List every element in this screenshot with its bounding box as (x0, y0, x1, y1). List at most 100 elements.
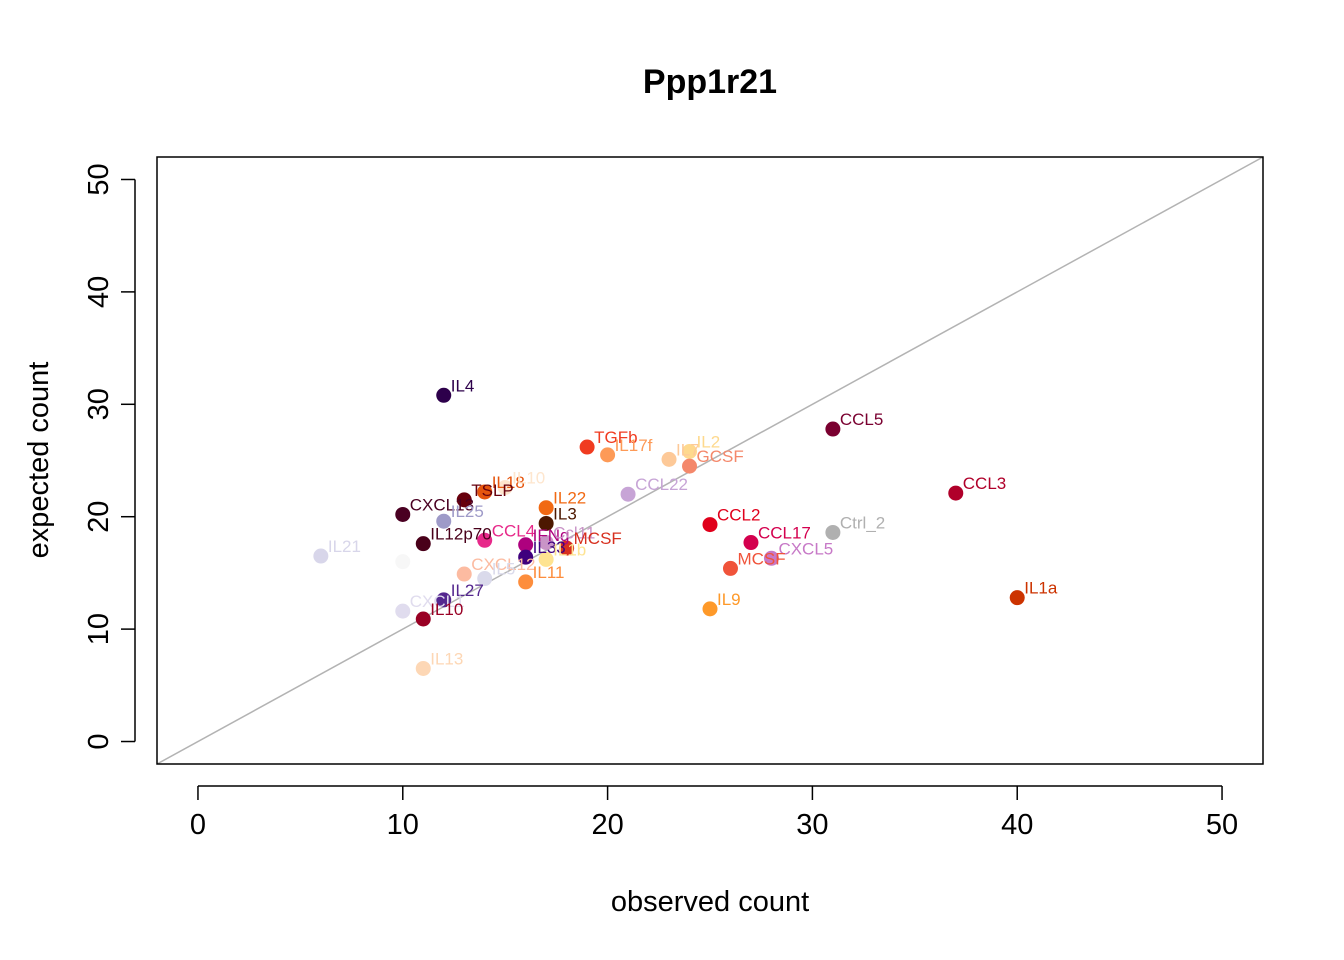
data-point (538, 500, 554, 516)
point-label: CCL5 (840, 410, 883, 429)
point-label: CCL17 (758, 524, 811, 543)
data-point (559, 540, 575, 556)
y-tick-label: 10 (83, 613, 115, 645)
point-label: IL2 (697, 433, 721, 452)
point-label: CCL22 (635, 475, 688, 494)
point-label: CCL2 (717, 506, 760, 525)
data-point (395, 603, 411, 619)
y-tick-label: 0 (83, 733, 115, 749)
data-point (702, 601, 718, 617)
point-label: IL1a (1024, 579, 1058, 598)
point-label: Ctrl_2 (840, 513, 885, 532)
data-point (518, 574, 534, 590)
data-point (477, 571, 493, 587)
y-tick-label: 30 (83, 388, 115, 420)
x-tick-label: 40 (1001, 809, 1033, 841)
data-point (415, 660, 431, 676)
data-point (436, 592, 452, 608)
points-layer (313, 387, 1025, 676)
data-point (518, 537, 534, 553)
point-label: GCSF (697, 447, 744, 466)
data-point (743, 535, 759, 551)
data-point (825, 524, 841, 540)
point-label: MCSF (737, 549, 785, 568)
data-point (415, 611, 431, 627)
data-point (579, 439, 595, 455)
data-point (415, 536, 431, 552)
point-label: IL10 (512, 468, 545, 487)
data-point (538, 515, 554, 531)
point-label: CXCL13 (410, 495, 474, 514)
point-label: IL12p70 (430, 525, 491, 544)
point-label: Ccl11 (553, 524, 595, 543)
data-point (538, 535, 554, 551)
point-label: IL9 (717, 590, 741, 609)
data-point (395, 554, 411, 570)
point-label: IL25 (451, 502, 484, 521)
data-point (436, 513, 452, 529)
plot-frame (156, 156, 1264, 765)
data-point (477, 532, 493, 548)
data-point (948, 485, 964, 501)
data-point (477, 484, 493, 500)
point-label: IL18 (492, 473, 525, 492)
y-axis: 0 10 20 30 40 50 (83, 163, 136, 750)
point-label: CCL4 (492, 521, 535, 540)
y-axis-label: expected count (23, 362, 55, 559)
data-point (600, 447, 616, 463)
data-point (1009, 590, 1025, 606)
x-tick-label: 0 (190, 809, 206, 841)
point-label: IL7 (676, 440, 700, 459)
point-label: IFNg (533, 526, 570, 545)
point-label: MCSF (574, 529, 622, 548)
data-point (763, 550, 779, 566)
data-point (313, 548, 329, 564)
y-tick-label: 40 (83, 276, 115, 308)
data-point (395, 506, 411, 522)
x-axis: 0 10 20 30 40 50 (190, 785, 1238, 841)
point-label: CXCL12 (471, 555, 535, 574)
chart-title: Ppp1r21 (643, 63, 777, 101)
y-tick-label: 50 (83, 163, 115, 195)
data-point (436, 387, 452, 403)
data-point (456, 492, 472, 508)
point-label: IL33 (533, 538, 566, 557)
point-label: IL3 (553, 504, 577, 523)
data-point (682, 458, 698, 474)
x-tick-label: 20 (591, 809, 623, 841)
point-label: IL22 (553, 489, 586, 508)
data-point (682, 444, 698, 460)
data-point (661, 451, 677, 467)
x-tick-label: 50 (1206, 809, 1238, 841)
data-point (702, 517, 718, 533)
point-label: CCL3 (963, 474, 1006, 493)
data-point (722, 560, 738, 576)
x-axis-label: observed count (611, 886, 809, 918)
data-point (825, 421, 841, 437)
point-label: IL13 (430, 649, 463, 668)
point-label: IL5 (492, 560, 516, 579)
point-label: IL11 (533, 563, 565, 582)
y-tick-label: 20 (83, 501, 115, 533)
point-label: IL27 (451, 581, 484, 600)
point-label: TGFb (594, 428, 637, 447)
data-point (538, 551, 554, 567)
point-label: TSLP (471, 481, 514, 500)
point-label: IL1b (553, 540, 586, 559)
data-point (518, 549, 534, 565)
reference-line-layer (156, 156, 1264, 765)
data-point (456, 566, 472, 582)
point-label: IL17f (615, 436, 653, 455)
data-point (620, 486, 636, 502)
point-label: IL4 (451, 376, 475, 395)
reference-line (156, 156, 1264, 765)
point-label: CXCL5 (778, 539, 833, 558)
point-label: CXCL1 (410, 592, 465, 611)
data-point (497, 479, 513, 495)
point-label: IL10 (430, 600, 463, 619)
x-tick-label: 10 (387, 809, 419, 841)
x-tick-label: 30 (796, 809, 828, 841)
